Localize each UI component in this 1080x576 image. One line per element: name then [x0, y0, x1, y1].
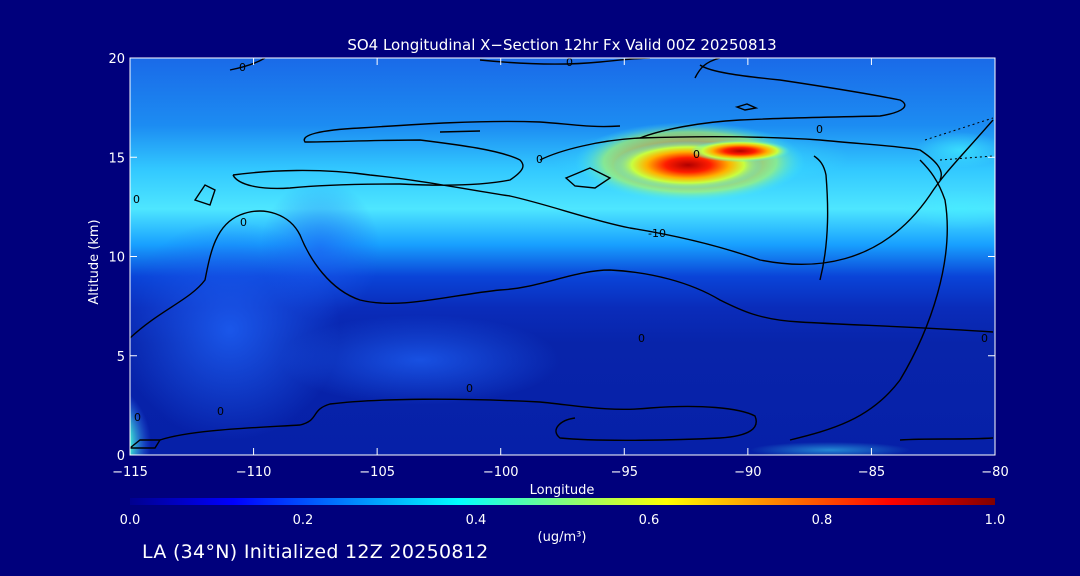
- heatmap-haze-east: [900, 190, 995, 230]
- colorbar-units: (ug/m³): [538, 530, 587, 545]
- y-tick-label: 15: [108, 151, 125, 166]
- contour-label: 0: [133, 193, 140, 206]
- contour-label: -10: [648, 227, 666, 240]
- heatmap-surface-east: [750, 442, 910, 455]
- contour-line: [939, 155, 994, 161]
- contour-line: [439, 130, 481, 133]
- contour-line: [539, 135, 942, 181]
- contour-label: 0: [134, 411, 141, 424]
- contour-line: [694, 58, 721, 79]
- contour-line: [789, 159, 948, 441]
- x-tick-label: −110: [236, 465, 272, 480]
- heatmap-plume-upper: [690, 140, 790, 162]
- x-tick-label: −80: [981, 465, 1008, 480]
- colorbar-tick-label: 0.8: [812, 513, 833, 528]
- colorbar-tick-label: 0.0: [120, 513, 141, 528]
- heatmap-surface-hotspot: [130, 388, 165, 455]
- heatmap-haze-east-top: [915, 132, 995, 168]
- contour-line: [159, 398, 757, 441]
- contour-line: [193, 184, 216, 206]
- contour-line: [229, 58, 266, 71]
- plot-area: 0 0 0 0 0 0 0 0 0 -10 0 0 0: [130, 56, 995, 455]
- y-axis: 0 5 10 15 20: [108, 52, 995, 464]
- colorbar-tick-label: 0.4: [466, 513, 487, 528]
- colorbar: [130, 498, 995, 505]
- y-tick-label: 5: [117, 350, 125, 365]
- y-tick-label: 20: [108, 52, 125, 67]
- colorbar-tick-label: 1.0: [985, 513, 1006, 528]
- contour-labels: 0 0 0 0 0 0 0 0 0 -10 0 0 0: [133, 56, 988, 424]
- contour-label: 0: [816, 123, 823, 136]
- x-axis-label: Longitude: [530, 483, 595, 498]
- contour-line: [564, 167, 612, 189]
- x-tick-label: −95: [611, 465, 638, 480]
- y-tick-label: 0: [117, 449, 125, 464]
- contour-line: [899, 437, 994, 441]
- footer-caption: LA (34°N) Initialized 12Z 20250812: [142, 541, 489, 563]
- contour-line: [924, 117, 994, 141]
- heatmap-haze-mid: [260, 180, 380, 320]
- y-axis-label: Altitude (km): [87, 219, 102, 304]
- contour-line: [734, 103, 759, 111]
- x-tick-label: −90: [734, 465, 761, 480]
- colorbar-tick-label: 0.6: [639, 513, 660, 528]
- contour-label: 0: [239, 61, 246, 74]
- x-tick-label: −105: [359, 465, 395, 480]
- contour-line: [479, 58, 651, 65]
- y-tick-label: 10: [108, 251, 125, 266]
- contour-label: 0: [240, 216, 247, 229]
- contour-label: 0: [638, 332, 645, 345]
- contour-line: [813, 155, 829, 281]
- colorbar-ticks: 0.0 0.2 0.4 0.6 0.8 1.0: [120, 513, 1006, 528]
- contour-line: [130, 439, 162, 449]
- chart-title: SO4 Longitudinal X−Section 12hr Fx Valid…: [347, 36, 776, 54]
- contour-label: 0: [217, 405, 224, 418]
- contour-label: 0: [536, 153, 543, 166]
- contour-line: [232, 119, 994, 266]
- x-tick-label: −115: [112, 465, 148, 480]
- contour-label: 0: [466, 382, 473, 395]
- x-tick-label: −85: [858, 465, 885, 480]
- x-axis: −115 −110 −105 −100 −95 −90 −85 −80: [112, 58, 1009, 480]
- contour-label: 0: [566, 56, 573, 69]
- contour-line: [130, 210, 994, 339]
- contour-line: [639, 64, 906, 139]
- colorbar-tick-label: 0.2: [293, 513, 314, 528]
- contour-label: 0: [981, 332, 988, 345]
- heatmap-haze-lower: [280, 315, 560, 405]
- contour-label: 0: [693, 148, 700, 161]
- contour-lines: [130, 58, 994, 449]
- x-tick-label: −100: [483, 465, 519, 480]
- contour-line: [232, 120, 621, 190]
